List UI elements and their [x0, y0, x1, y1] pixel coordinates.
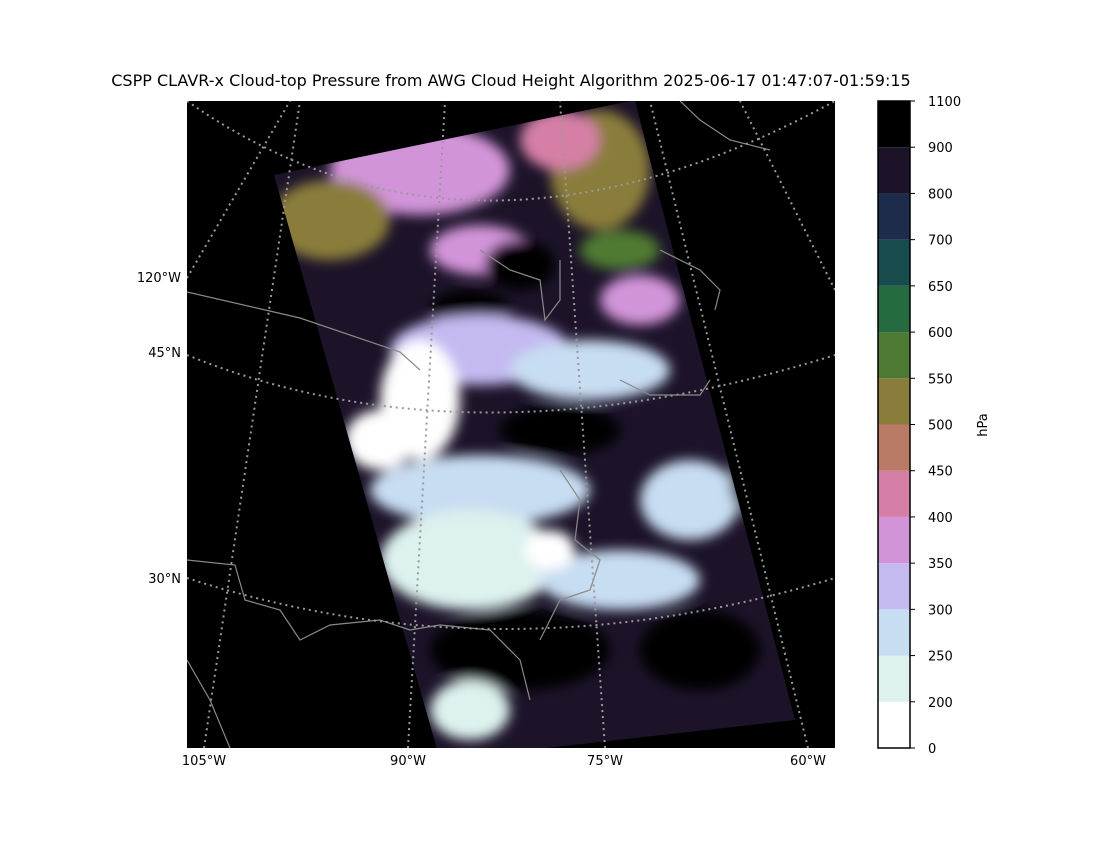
map: [187, 101, 835, 748]
colorbar-label: hPa: [976, 413, 991, 436]
lat-lon-label: 45°N: [148, 346, 181, 361]
colorbar-segment: [878, 609, 910, 656]
colorbar-tick-label: 350: [928, 557, 953, 572]
lon-label: 75°W: [587, 754, 623, 769]
colorbar-tick-label: 250: [928, 650, 953, 665]
colorbar-segment: [878, 147, 910, 194]
map-title: CSPP CLAVR-x Cloud-top Pressure from AWG…: [111, 71, 910, 90]
lon-label: 60°W: [790, 754, 826, 769]
colorbar-tick-label: 300: [928, 603, 953, 618]
colorbar-tick-label: 400: [928, 511, 953, 526]
map-labels: 120°W 45°N 30°N 105°W 90°W 75°W 60°W: [137, 271, 826, 769]
colorbar-segment: [878, 655, 910, 702]
colorbar-tick-label: 550: [928, 372, 953, 387]
colorbar-segment: [878, 701, 910, 748]
colorbar-segment: [878, 285, 910, 333]
lon-label: 90°W: [390, 754, 426, 769]
colorbar-tick-label: 200: [928, 696, 953, 711]
colorbar-segment: [878, 378, 910, 425]
colorbar-tick-label: 0: [928, 742, 936, 757]
colorbar: 0 200 250 300 350 400 450 500 550 600 650 700 800 900…: [877, 95, 991, 757]
colorbar-tick-label: 900: [928, 141, 953, 156]
colorbar-tick-label: 500: [928, 419, 953, 434]
colorbar-segment: [878, 193, 910, 240]
lat-lon-label: 120°W: [137, 271, 181, 286]
colorbar-segment: [878, 101, 910, 148]
coastlines: [187, 101, 771, 748]
colorbar-segment: [878, 563, 910, 610]
colorbar-tick-label: 1100: [928, 95, 961, 110]
colorbar-tick-label: 700: [928, 234, 953, 249]
colorbar-segment: [878, 516, 910, 564]
colorbar-segment: [878, 470, 910, 517]
colorbar-tick-label: 800: [928, 187, 953, 202]
colorbar-tick-label: 650: [928, 280, 953, 295]
graticule: [187, 101, 835, 748]
colorbar-segment: [878, 332, 910, 379]
lon-label: 105°W: [182, 754, 226, 769]
colorbar-tick-label: 450: [928, 465, 953, 480]
lat-lon-label: 30°N: [148, 572, 181, 587]
colorbar-segment: [878, 239, 910, 286]
colorbar-tick-label: 600: [928, 326, 953, 341]
colorbar-segment: [878, 424, 910, 471]
